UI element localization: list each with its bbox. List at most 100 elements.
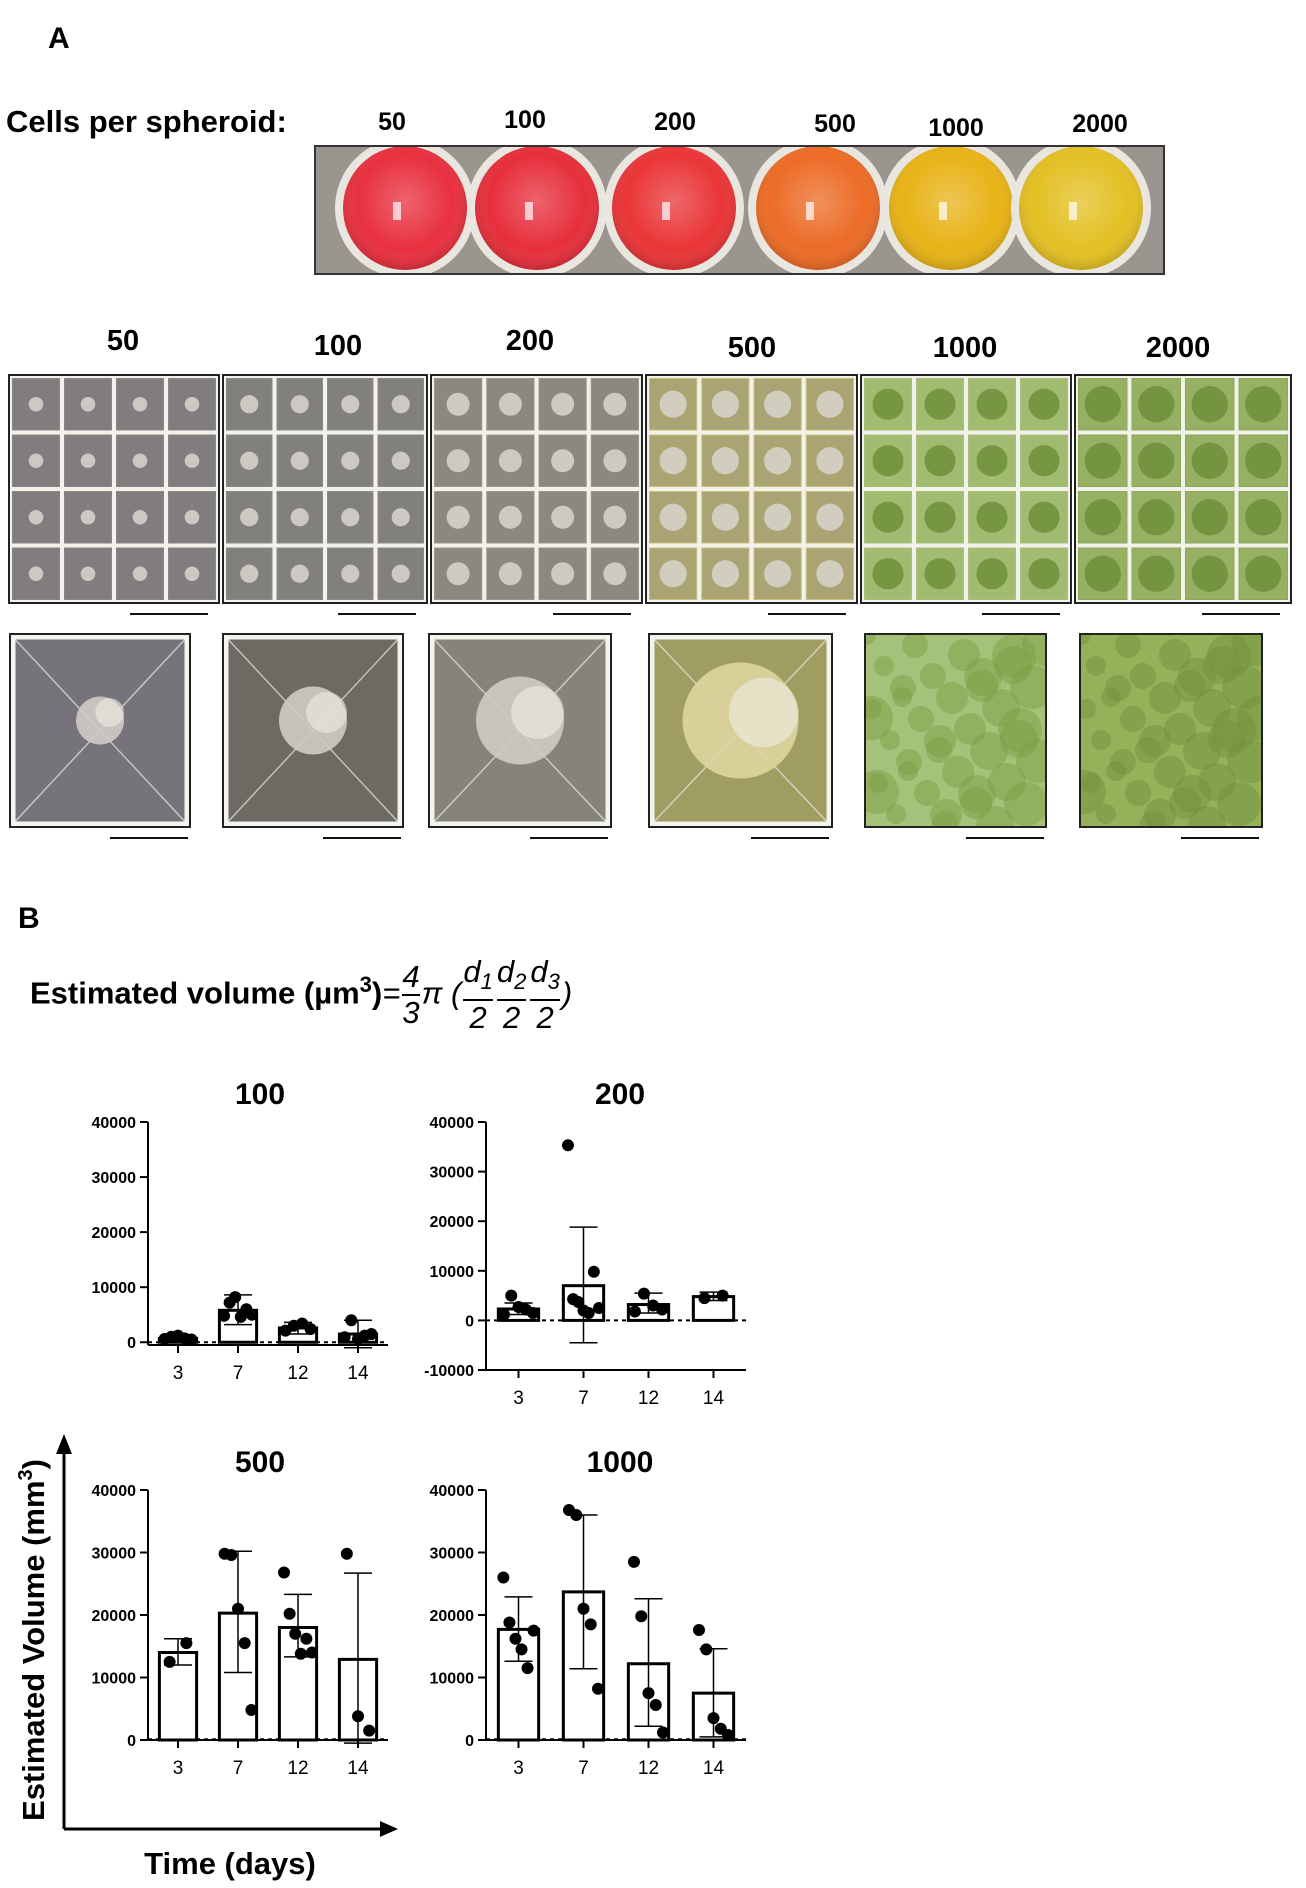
formula-pi: π — [421, 975, 443, 1011]
data-point — [304, 1323, 317, 1336]
y-tick-label: 40000 — [92, 1115, 137, 1132]
data-point — [289, 1627, 302, 1640]
data-point — [238, 1637, 251, 1650]
scale-bar — [1202, 613, 1280, 615]
y-tick-label: 30000 — [92, 1170, 137, 1187]
y-tick-label: 10000 — [430, 1264, 475, 1281]
data-point — [515, 1643, 528, 1656]
formula-lhs-close: ) — [371, 975, 383, 1011]
plate-label: 200 — [654, 108, 696, 136]
well-shine — [889, 146, 1013, 270]
y-tick-label: 30000 — [92, 1546, 137, 1563]
y-tick-label: 0 — [127, 1733, 136, 1750]
scale-bar — [338, 613, 416, 615]
y-tick-label: 10000 — [92, 1280, 137, 1297]
scale-bar — [530, 837, 608, 839]
data-point — [365, 1327, 378, 1340]
y-tick-label: 20000 — [430, 1608, 475, 1625]
data-point — [577, 1602, 590, 1615]
spheroid-zoom-image — [222, 633, 404, 828]
plate-label: 100 — [504, 106, 546, 134]
plate-label: 500 — [814, 110, 856, 138]
y-axis-label: Estimated Volume (mm3) — [15, 1459, 51, 1821]
x-tick-label: 7 — [578, 1758, 589, 1779]
d1-den: 2 — [469, 1000, 487, 1036]
data-point — [722, 1729, 735, 1741]
grid-label: 2000 — [1145, 332, 1211, 364]
x-tick-label: 7 — [233, 1758, 244, 1779]
data-point — [340, 1547, 353, 1560]
data-point — [521, 1662, 534, 1675]
data-point — [628, 1305, 641, 1318]
well-reflection — [393, 202, 401, 220]
data-point — [635, 1610, 648, 1623]
y-tick-label: 0 — [465, 1313, 474, 1330]
spheroid-zoom-image — [864, 633, 1047, 828]
x-tick-label: 3 — [173, 1363, 184, 1384]
grid-label: 100 — [313, 330, 363, 362]
spheroid-zoom-image — [1079, 633, 1263, 828]
x-tick-label: 12 — [638, 1758, 659, 1779]
volume-charts: Estimated Volume (mm3) Time (days) 10001… — [15, 1078, 746, 1881]
well-shine — [612, 146, 736, 270]
data-point — [294, 1647, 307, 1660]
chart-title: 1000 — [587, 1446, 654, 1479]
microwell-grid-image — [1074, 374, 1292, 604]
x-tick-label: 14 — [703, 1388, 725, 1409]
subchart: 100 0 10000 20000 30000 40000 3 7 12 14 — [92, 1078, 388, 1384]
data-point — [647, 1299, 660, 1312]
microwell-grid-image — [645, 374, 858, 604]
plate-label: 50 — [378, 108, 406, 136]
data-point — [637, 1287, 650, 1300]
grid-label: 200 — [505, 325, 555, 357]
d2-letter: d — [496, 954, 515, 989]
well-shine — [1019, 146, 1143, 270]
data-point — [700, 1643, 713, 1656]
grid-label: 500 — [727, 332, 777, 364]
y-tick-label: 0 — [127, 1335, 136, 1352]
y-tick-label: 30000 — [430, 1546, 475, 1563]
data-point — [185, 1333, 198, 1346]
y-tick-label: 0 — [465, 1733, 474, 1750]
d2-sub: 2 — [514, 969, 527, 995]
subchart: 500 0 10000 20000 30000 40000 3 7 12 14 — [92, 1446, 388, 1779]
data-point — [363, 1724, 376, 1737]
d3-sub: 3 — [547, 969, 560, 995]
formula-close: ) — [561, 975, 573, 1011]
panel-b-letter: B — [18, 902, 40, 935]
spheroid-zoom-image — [648, 633, 833, 828]
frac-den: 3 — [402, 995, 420, 1031]
y-tick-label: 10000 — [430, 1671, 475, 1688]
x-tick-label: 12 — [638, 1388, 659, 1409]
y-tick-label: 20000 — [92, 1225, 137, 1242]
data-point — [561, 1139, 574, 1152]
x-tick-label: 14 — [347, 1363, 369, 1384]
scale-bar — [323, 837, 401, 839]
data-point — [505, 1289, 518, 1302]
data-point — [345, 1314, 358, 1327]
x-axis-arrow-head — [380, 1821, 398, 1837]
data-point — [232, 1602, 244, 1615]
d1-letter: d — [463, 954, 481, 989]
scale-bar — [965, 837, 1044, 839]
x-tick-label: 14 — [703, 1758, 725, 1779]
x-tick-label: 7 — [233, 1363, 244, 1384]
scale-bar — [553, 613, 631, 615]
formula-lhs: Estimated volume (µm — [30, 975, 360, 1011]
well-reflection — [662, 202, 670, 220]
y-tick-label: 20000 — [92, 1608, 137, 1625]
scale-bar — [768, 613, 846, 615]
x-tick-label: 12 — [287, 1758, 308, 1779]
data-point — [225, 1549, 238, 1561]
scale-bar — [130, 613, 208, 615]
data-point — [509, 1632, 522, 1645]
d3-den: 2 — [536, 1000, 554, 1036]
formula-lhs-sup: 3 — [359, 971, 372, 997]
x-tick-label: 7 — [578, 1388, 589, 1409]
data-point — [278, 1566, 291, 1579]
chart-title: 100 — [235, 1078, 285, 1111]
data-point — [503, 1616, 516, 1629]
data-point — [163, 1655, 176, 1668]
y-tick-label: -10000 — [424, 1363, 474, 1380]
